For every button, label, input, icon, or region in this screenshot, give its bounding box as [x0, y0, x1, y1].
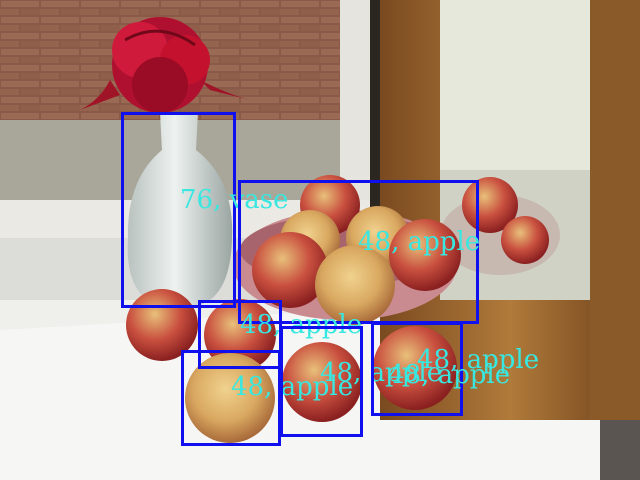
- detection-label: 48, apple: [417, 345, 540, 375]
- detection-box-apple: [371, 322, 463, 416]
- detection-label: 48, apple: [358, 227, 481, 257]
- detection-box-apple: [238, 180, 479, 324]
- detection-label: 48, apple: [231, 372, 354, 402]
- detection-box-apple: [181, 350, 281, 446]
- detection-label: 48, apple: [240, 310, 363, 340]
- detection-label: 48, apple: [320, 358, 443, 388]
- detection-box-apple: [280, 326, 363, 437]
- detection-label: 48, apple: [388, 360, 511, 390]
- detection-box-vase: [121, 112, 236, 308]
- detection-label: 76, vase: [180, 185, 289, 215]
